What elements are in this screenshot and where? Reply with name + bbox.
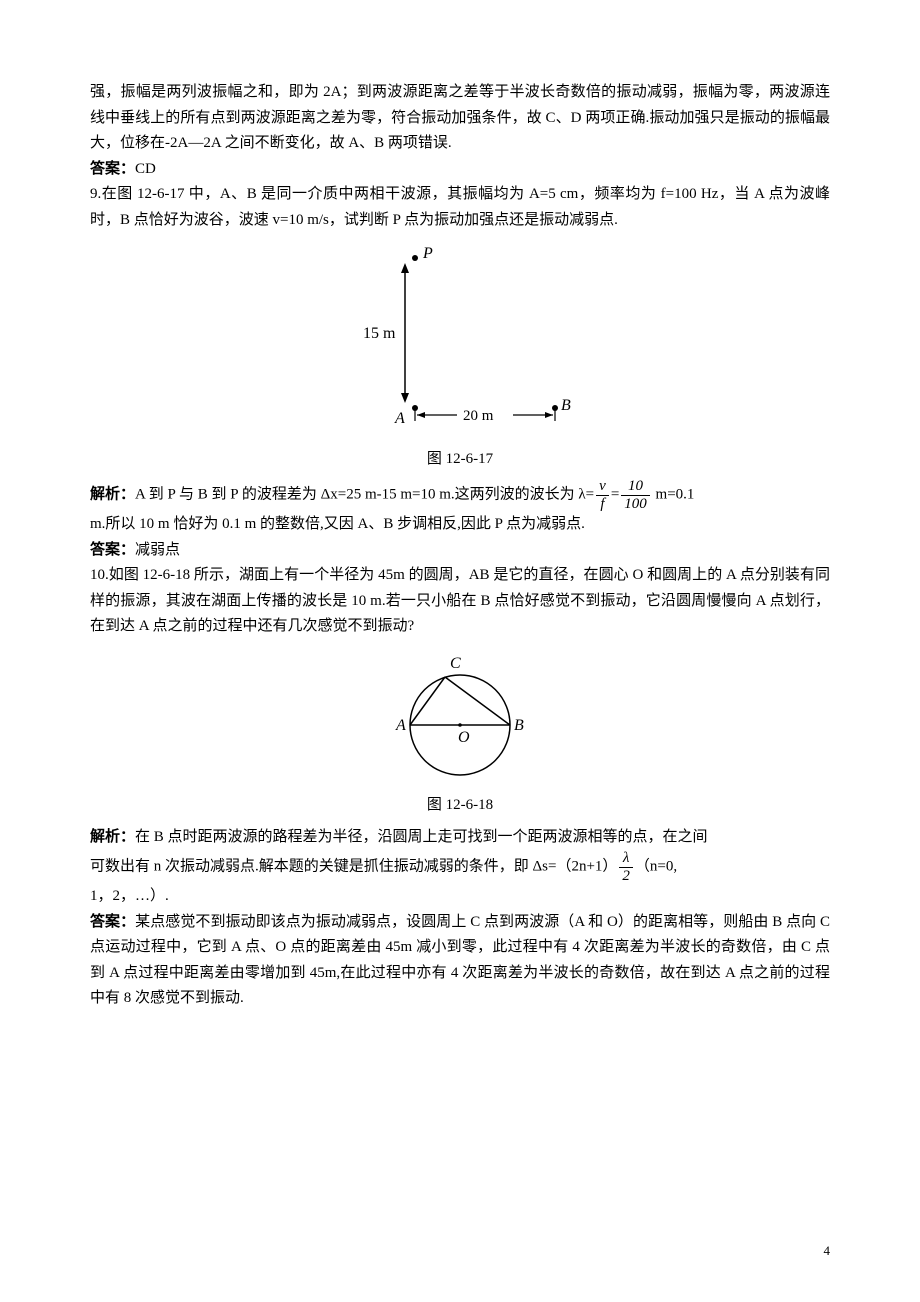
label-B2: B: [514, 717, 524, 734]
figure-17-caption: 图 12-6-17: [90, 447, 830, 473]
label-O2: O: [458, 729, 470, 746]
figure-12-6-17: P 15 m A B 20 m: [90, 243, 830, 443]
answer-8: 答案：CD: [90, 157, 830, 183]
answer-9: 答案：减弱点: [90, 538, 830, 564]
figure-12-6-18: A B C O: [90, 650, 830, 790]
continuation-paragraph: 强，振幅是两列波振幅之和，即为 2A；到两波源距离之差等于半波长奇数倍的振动减弱…: [90, 80, 830, 157]
fraction-10-100: 10100: [621, 478, 650, 512]
answer-10-value: 某点感觉不到振动即该点为振动减弱点，设圆周上 C 点到两波源（A 和 O）的距离…: [90, 914, 830, 1007]
sol10-a: 在 B 点时距两波源的路程差为半径，沿圆周上走可找到一个距两波源相等的点，在之间: [135, 829, 708, 845]
figure-18-caption: 图 12-6-18: [90, 793, 830, 819]
sol10-b: 可数出有 n 次振动减弱点.解本题的关键是抓住振动减弱的条件，即 Δs=（2n+…: [90, 858, 617, 874]
label-A2: A: [395, 717, 406, 734]
sol9-eq: =: [611, 486, 619, 502]
sol9-text-a: A 到 P 与 B 到 P 的波程差为 Δx=25 m-15 m=10 m.这两…: [135, 486, 594, 502]
label-15m: 15 m: [363, 325, 396, 342]
fraction-lambda-2: λ2: [619, 850, 633, 884]
label-C2: C: [450, 655, 461, 672]
question-9: 9.在图 12-6-17 中，A、B 是同一介质中两相干波源，其振幅均为 A=5…: [90, 182, 830, 233]
label-A: A: [394, 410, 405, 427]
question-10: 10.如图 12-6-18 所示，湖面上有一个半径为 45m 的圆周，AB 是它…: [90, 563, 830, 640]
answer-8-value: CD: [135, 161, 156, 177]
sol9-text-b: m=0.1: [652, 486, 695, 502]
answer-9-value: 减弱点: [135, 542, 180, 558]
solution-9: 解析：A 到 P 与 B 到 P 的波程差为 Δx=25 m-15 m=10 m…: [90, 478, 830, 512]
label-B: B: [561, 397, 571, 414]
solution-10-line3: 1，2，…）.: [90, 884, 830, 910]
fraction-v-f: vf: [596, 478, 609, 512]
solution-9-cont: m.所以 10 m 恰好为 0.1 m 的整数倍,又因 A、B 步调相反,因此 …: [90, 512, 830, 538]
label-P: P: [422, 245, 433, 262]
sol10-c: （n=0,: [635, 858, 677, 874]
page-number: 4: [824, 1240, 831, 1262]
solution-10-line1: 解析：在 B 点时距两波源的路程差为半径，沿圆周上走可找到一个距两波源相等的点，…: [90, 825, 830, 851]
solution-10-line2: 可数出有 n 次振动减弱点.解本题的关键是抓住振动减弱的条件，即 Δs=（2n+…: [90, 850, 830, 884]
answer-10: 答案：某点感觉不到振动即该点为振动减弱点，设圆周上 C 点到两波源（A 和 O）…: [90, 910, 830, 1012]
answer-label: 答案：: [90, 161, 135, 177]
answer-label: 答案：: [90, 914, 135, 930]
label-20m: 20 m: [463, 408, 494, 424]
answer-label: 答案：: [90, 542, 135, 558]
solution-label: 解析：: [90, 829, 135, 845]
solution-label: 解析：: [90, 486, 135, 502]
